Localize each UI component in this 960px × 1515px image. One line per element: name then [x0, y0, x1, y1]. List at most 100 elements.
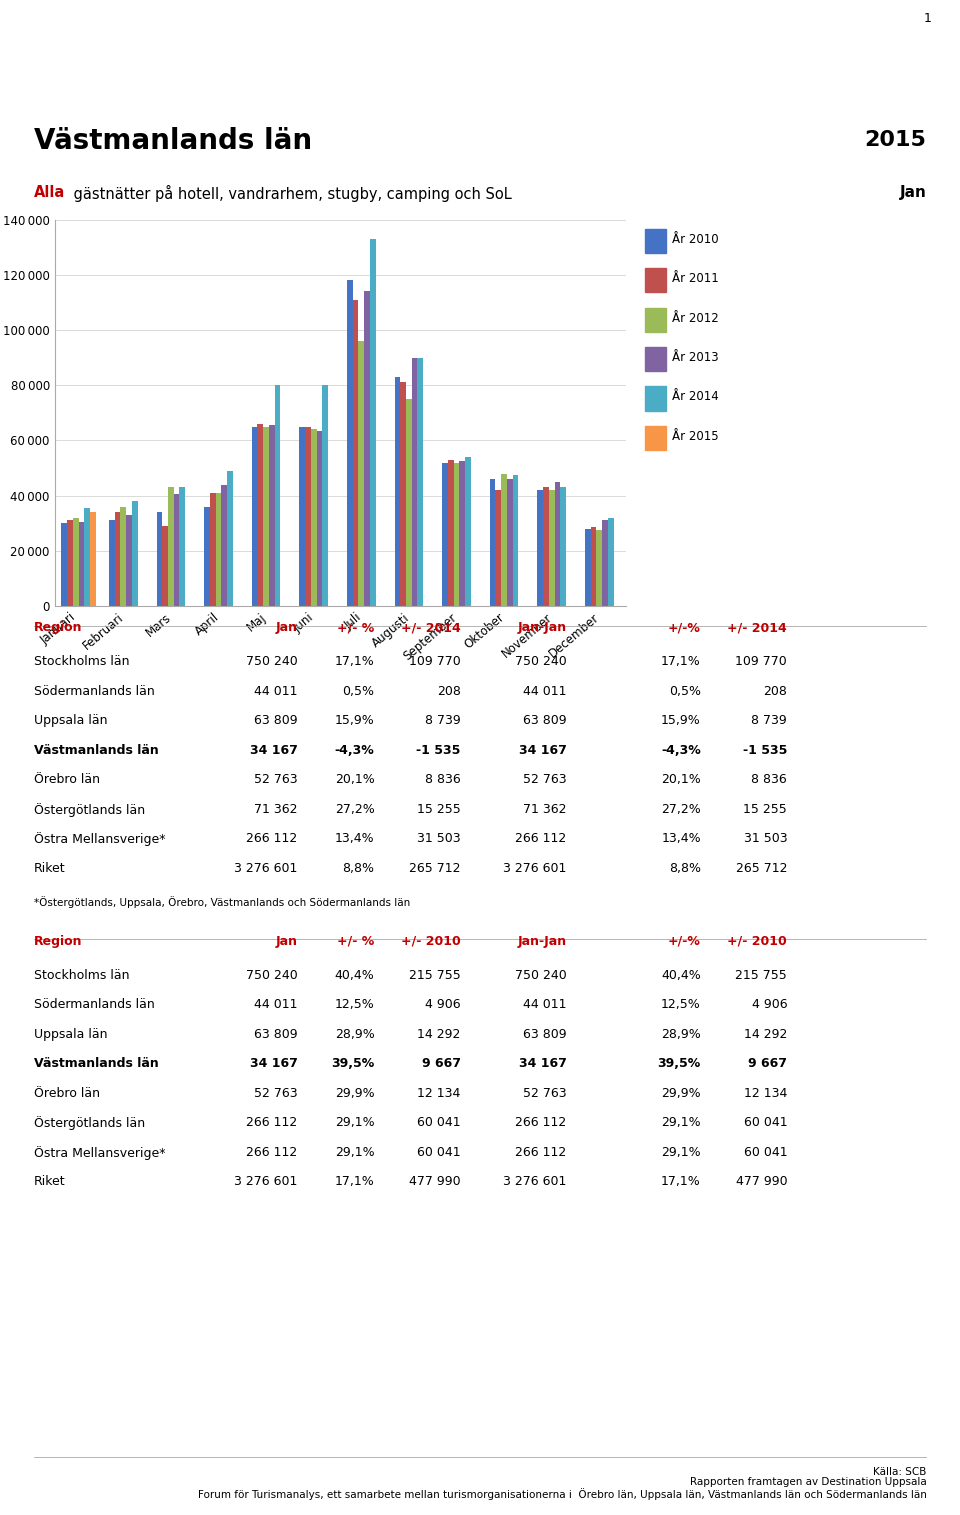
Bar: [418, 358, 423, 606]
Text: Stockholms län: Stockholms län: [34, 654, 129, 668]
Text: 31 503: 31 503: [744, 833, 787, 845]
Bar: [454, 462, 459, 606]
Text: 63 809: 63 809: [523, 1027, 566, 1041]
Bar: [549, 491, 555, 606]
Text: 4 906: 4 906: [425, 998, 461, 1011]
Text: 8,8%: 8,8%: [343, 862, 374, 876]
Bar: [317, 430, 323, 606]
Text: 9 667: 9 667: [748, 1057, 787, 1070]
Text: 28,9%: 28,9%: [335, 1027, 374, 1041]
Bar: [561, 488, 566, 606]
Bar: [168, 488, 174, 606]
Bar: [73, 518, 79, 606]
Bar: [495, 491, 501, 606]
Text: +/- 2010: +/- 2010: [401, 935, 461, 947]
Bar: [590, 527, 596, 606]
Text: 34 167: 34 167: [250, 744, 298, 758]
Text: 44 011: 44 011: [523, 685, 566, 698]
Text: 34 167: 34 167: [250, 1057, 298, 1070]
Text: 215 755: 215 755: [735, 968, 787, 982]
Text: Alla: Alla: [34, 185, 65, 200]
Text: Källa: SCB: Källa: SCB: [873, 1467, 926, 1477]
Bar: [395, 377, 400, 606]
Bar: [263, 427, 269, 606]
Text: -4,3%: -4,3%: [335, 744, 374, 758]
Text: gästnätter på hotell, vandrarhem, stugby, camping och SoL: gästnätter på hotell, vandrarhem, stugby…: [69, 185, 512, 201]
Text: 20,1%: 20,1%: [335, 774, 374, 786]
Bar: [222, 485, 227, 606]
Text: +/-%: +/-%: [668, 621, 701, 635]
Text: 29,9%: 29,9%: [335, 1086, 374, 1100]
Bar: [204, 506, 210, 606]
Text: +/- %: +/- %: [337, 935, 374, 947]
Text: År 2014: År 2014: [672, 391, 719, 403]
Text: 215 755: 215 755: [409, 968, 461, 982]
Text: År 2011: År 2011: [672, 273, 719, 285]
Text: Östra Mellansverige*: Östra Mellansverige*: [34, 833, 165, 847]
Bar: [109, 521, 114, 606]
Bar: [602, 521, 608, 606]
Text: 60 041: 60 041: [418, 1145, 461, 1159]
Text: 28,9%: 28,9%: [661, 1027, 701, 1041]
Bar: [174, 494, 180, 606]
Text: 29,1%: 29,1%: [335, 1145, 374, 1159]
Bar: [323, 385, 328, 606]
Text: Södermanlands län: Södermanlands län: [34, 685, 155, 698]
Text: Jan: Jan: [900, 185, 926, 200]
Text: 265 712: 265 712: [409, 862, 461, 876]
Text: 109 770: 109 770: [409, 654, 461, 668]
Text: 27,2%: 27,2%: [661, 803, 701, 817]
Text: 60 041: 60 041: [418, 1117, 461, 1129]
Bar: [275, 385, 280, 606]
Text: Västmanlands län: Västmanlands län: [34, 744, 158, 758]
Bar: [120, 506, 126, 606]
Text: 3 276 601: 3 276 601: [234, 862, 298, 876]
Bar: [501, 474, 507, 606]
Text: 12,5%: 12,5%: [661, 998, 701, 1011]
Bar: [608, 518, 613, 606]
Text: 13,4%: 13,4%: [335, 833, 374, 845]
Bar: [543, 488, 549, 606]
Text: 109 770: 109 770: [735, 654, 787, 668]
Text: +/- 2010: +/- 2010: [728, 935, 787, 947]
Text: +/- 2014: +/- 2014: [401, 621, 461, 635]
Text: Östra Mellansverige*: Östra Mellansverige*: [34, 1145, 165, 1160]
Text: 208: 208: [763, 685, 787, 698]
Bar: [364, 291, 370, 606]
Bar: [305, 427, 311, 606]
Text: 14 292: 14 292: [418, 1027, 461, 1041]
Text: Region: Region: [34, 935, 83, 947]
Text: -1 535: -1 535: [417, 744, 461, 758]
Text: 39,5%: 39,5%: [658, 1057, 701, 1070]
Bar: [84, 508, 90, 606]
Bar: [269, 426, 275, 606]
Bar: [180, 488, 185, 606]
Text: 750 240: 750 240: [246, 654, 298, 668]
Text: +/- 2014: +/- 2014: [728, 621, 787, 635]
Text: 750 240: 750 240: [515, 968, 566, 982]
Text: 17,1%: 17,1%: [661, 1176, 701, 1188]
Text: 0,5%: 0,5%: [669, 685, 701, 698]
Text: *Östergötlands, Uppsala, Örebro, Västmanlands och Södermanlands län: *Östergötlands, Uppsala, Örebro, Västman…: [34, 897, 410, 907]
Text: 29,1%: 29,1%: [661, 1145, 701, 1159]
Text: 17,1%: 17,1%: [335, 654, 374, 668]
Bar: [79, 521, 84, 606]
Text: 8 739: 8 739: [752, 715, 787, 727]
Text: Uppsala län: Uppsala län: [34, 1027, 108, 1041]
Text: År 2010: År 2010: [672, 233, 719, 245]
Text: Västmanlands län: Västmanlands län: [34, 127, 312, 155]
Bar: [507, 479, 513, 606]
Text: Riket: Riket: [34, 1176, 65, 1188]
Text: 52 763: 52 763: [523, 774, 566, 786]
Text: 29,1%: 29,1%: [335, 1117, 374, 1129]
Text: 266 112: 266 112: [247, 833, 298, 845]
Bar: [216, 492, 222, 606]
Text: 1: 1: [924, 12, 931, 26]
Text: 266 112: 266 112: [247, 1145, 298, 1159]
Bar: [347, 280, 352, 606]
Text: Örebro län: Örebro län: [34, 774, 100, 786]
Text: 60 041: 60 041: [744, 1117, 787, 1129]
Text: Forum för Turismanalys, ett samarbete mellan turismorganisationerna i  Örebro lä: Forum för Turismanalys, ett samarbete me…: [198, 1488, 926, 1500]
Text: 20,1%: 20,1%: [661, 774, 701, 786]
Text: 8 739: 8 739: [425, 715, 461, 727]
